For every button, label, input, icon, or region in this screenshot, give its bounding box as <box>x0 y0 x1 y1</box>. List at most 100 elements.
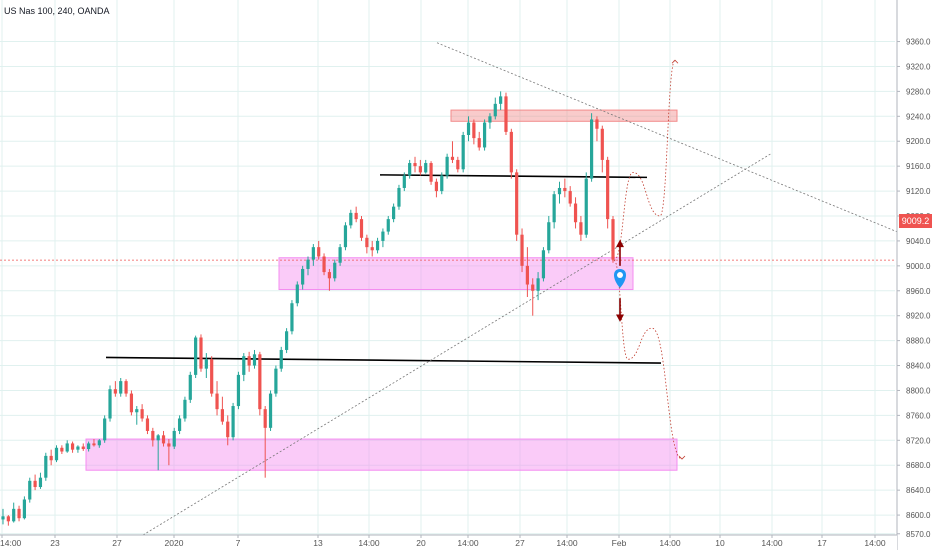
last-price-badge: 9009.2 <box>899 214 932 228</box>
candle <box>424 159 428 174</box>
candle-body <box>429 163 433 182</box>
candle <box>87 441 91 452</box>
candle-body <box>504 96 508 132</box>
price-tick-label: 8920.0 <box>906 312 931 321</box>
time-tick-label: 27 <box>515 538 525 548</box>
candle-body <box>520 234 524 266</box>
candle-body <box>263 409 267 428</box>
candle <box>515 169 519 241</box>
candle-body <box>584 178 588 235</box>
candle-body <box>386 219 390 232</box>
time-tick-label: 10 <box>715 538 725 548</box>
candle-body <box>210 359 214 394</box>
candle <box>76 445 80 453</box>
candle-body <box>1 516 5 520</box>
candle <box>279 346 283 372</box>
candle <box>440 172 444 195</box>
candle <box>595 116 599 142</box>
candle-body <box>12 508 16 522</box>
candle <box>49 449 53 466</box>
time-axis[interactable]: 14:00 23 27 2020 7 13 14:00 20 14:00 27 14:00 Feb 14… <box>0 534 897 550</box>
candle-body <box>290 303 294 332</box>
candle-body <box>499 96 503 104</box>
candle-body <box>392 206 396 220</box>
candle <box>343 222 348 251</box>
candle-body <box>413 163 417 167</box>
candle-body <box>33 480 37 488</box>
ascending-trendline <box>142 152 773 536</box>
candle <box>113 381 117 397</box>
candle <box>204 353 208 378</box>
candle <box>103 415 107 443</box>
candle-body <box>258 354 262 410</box>
candle <box>499 91 503 111</box>
candle-body <box>482 122 487 148</box>
candle-body <box>317 247 321 257</box>
candle <box>397 184 401 210</box>
candle <box>301 265 305 290</box>
candle <box>60 445 64 455</box>
candle <box>290 300 294 335</box>
time-tick-label: 17 <box>817 538 827 548</box>
price-tick-label: 9280.0 <box>906 87 931 96</box>
candle-body <box>49 455 53 461</box>
time-tick-label: 13 <box>313 538 323 548</box>
candle <box>54 445 59 463</box>
candle <box>295 281 299 307</box>
candle-body <box>595 119 599 129</box>
candle <box>242 353 246 382</box>
candle-body <box>188 374 192 400</box>
candle <box>327 268 332 291</box>
candle-body <box>311 247 315 260</box>
candle <box>317 240 321 260</box>
candle-body <box>183 399 187 419</box>
candle <box>22 496 27 520</box>
candle <box>392 203 396 223</box>
bullish-path-arrowhead <box>671 59 679 64</box>
candle <box>536 272 540 301</box>
candle-body <box>252 354 257 366</box>
candle-body <box>167 443 171 447</box>
bearish-path-arrowhead <box>678 455 686 460</box>
candle-body <box>472 122 476 139</box>
candle-body <box>301 268 305 285</box>
candle <box>338 244 342 266</box>
candle <box>108 385 112 422</box>
candle-body <box>81 446 85 450</box>
candle <box>135 406 139 425</box>
candle <box>247 351 251 372</box>
price-axis[interactable]: 8570.0 8600.0 8640.0 8680.0 8720.0 8760.0 8800… <box>896 0 932 550</box>
upper-level <box>379 174 648 179</box>
symbol-title: US Nas 100, 240, OANDA <box>4 6 110 16</box>
descending-trendline <box>436 42 931 246</box>
candle-body <box>541 250 546 279</box>
candle <box>408 159 412 179</box>
candle <box>183 396 187 422</box>
candle <box>589 113 594 182</box>
candle-body <box>531 284 535 291</box>
price-tick-label: 8880.0 <box>906 337 931 346</box>
resistance-zone <box>450 109 678 122</box>
candle-body <box>242 356 246 375</box>
candle <box>119 378 123 397</box>
candle-body <box>493 103 497 117</box>
candle-body <box>108 389 112 419</box>
candle-body <box>161 435 166 444</box>
candle <box>231 402 235 441</box>
candle-body <box>611 219 615 260</box>
candle <box>28 477 32 503</box>
price-tick-label: 8840.0 <box>906 362 931 371</box>
candle <box>541 247 546 282</box>
candle-body <box>450 156 455 160</box>
drawn-lines <box>0 42 931 536</box>
candle <box>38 472 43 489</box>
candle <box>386 216 390 235</box>
candle <box>450 141 455 164</box>
candle-body <box>44 455 48 478</box>
candle-body <box>343 225 348 248</box>
candle-body <box>129 393 134 413</box>
candle <box>17 505 21 522</box>
candle <box>493 97 497 120</box>
candle <box>413 156 417 173</box>
